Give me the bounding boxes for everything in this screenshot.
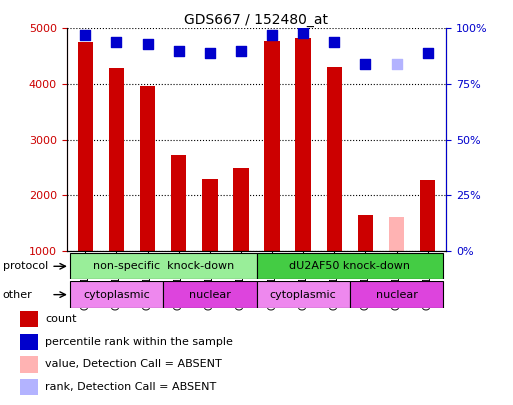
Text: cytoplasmic: cytoplasmic — [270, 290, 337, 300]
Bar — [256, 253, 443, 279]
Bar — [20, 334, 38, 350]
Bar — [20, 311, 38, 327]
Bar — [70, 253, 256, 279]
Point — [268, 32, 276, 38]
Bar — [389, 217, 404, 251]
Bar — [264, 40, 280, 251]
Text: other: other — [3, 290, 32, 300]
Point — [424, 49, 432, 56]
Text: nuclear: nuclear — [189, 290, 231, 300]
Bar — [20, 379, 38, 395]
Bar — [77, 42, 93, 251]
Text: count: count — [45, 314, 77, 324]
Point — [330, 38, 339, 45]
Bar — [326, 67, 342, 251]
Text: dU2AF50 knock-down: dU2AF50 knock-down — [289, 261, 410, 271]
Bar — [171, 155, 187, 251]
Bar — [295, 38, 311, 251]
Bar — [256, 281, 350, 308]
Bar — [140, 86, 155, 251]
Point — [144, 40, 152, 47]
Text: percentile rank within the sample: percentile rank within the sample — [45, 337, 233, 347]
Bar — [358, 215, 373, 251]
Text: non-specific  knock-down: non-specific knock-down — [92, 261, 234, 271]
Bar — [420, 180, 436, 251]
Text: nuclear: nuclear — [376, 290, 418, 300]
Text: protocol: protocol — [3, 261, 48, 271]
Bar — [350, 281, 443, 308]
Point — [237, 47, 245, 54]
Point — [206, 49, 214, 56]
Point — [81, 32, 89, 38]
Point — [174, 47, 183, 54]
Text: cytoplasmic: cytoplasmic — [83, 290, 150, 300]
Text: rank, Detection Call = ABSENT: rank, Detection Call = ABSENT — [45, 382, 216, 392]
Bar — [233, 168, 249, 251]
Bar — [20, 356, 38, 373]
Point — [392, 61, 401, 67]
Title: GDS667 / 152480_at: GDS667 / 152480_at — [185, 13, 328, 27]
Point — [361, 61, 369, 67]
Bar — [109, 68, 124, 251]
Bar — [163, 281, 256, 308]
Point — [299, 30, 307, 36]
Bar — [70, 281, 163, 308]
Bar — [202, 179, 218, 251]
Text: value, Detection Call = ABSENT: value, Detection Call = ABSENT — [45, 360, 222, 369]
Point — [112, 38, 121, 45]
